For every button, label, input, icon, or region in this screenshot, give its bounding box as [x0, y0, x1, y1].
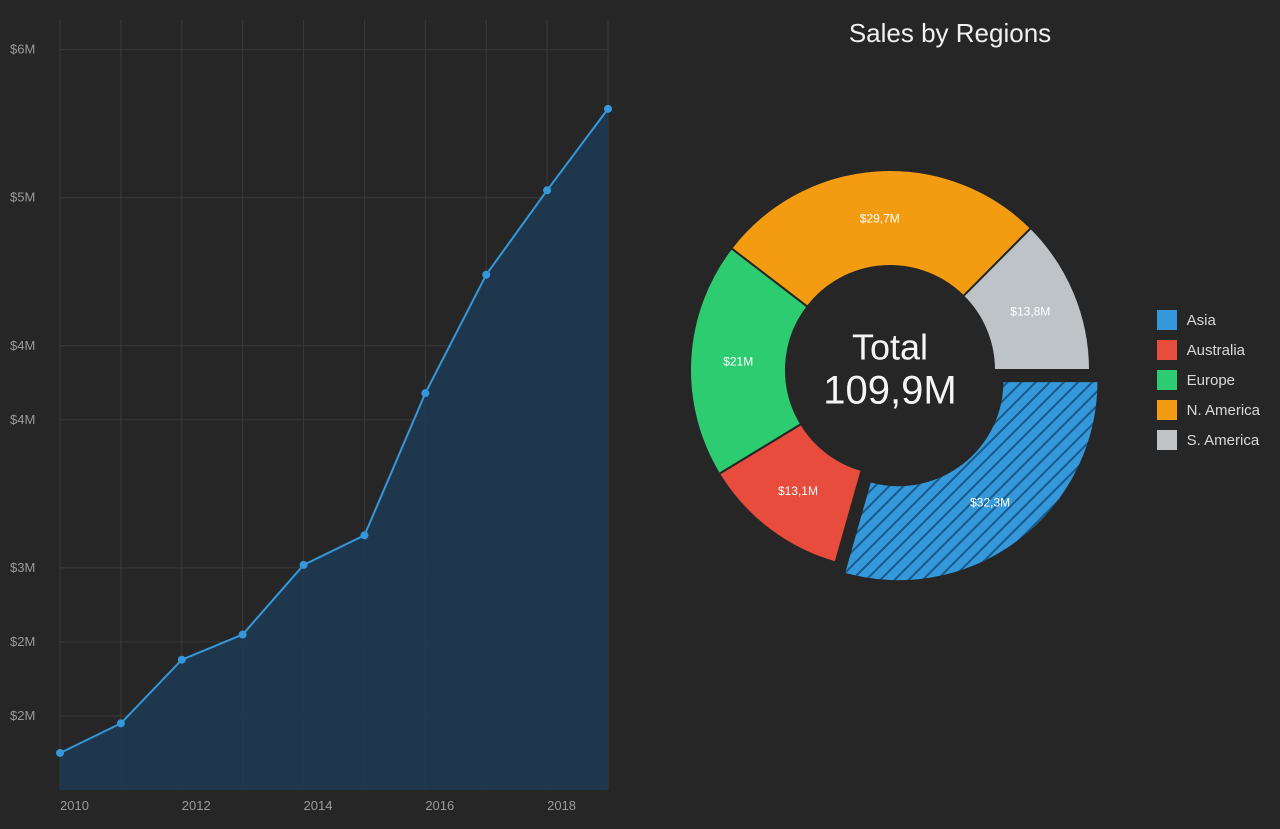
- svg-text:2018: 2018: [547, 798, 576, 813]
- svg-text:$4M: $4M: [10, 412, 35, 427]
- legend-item-europe[interactable]: Europe: [1157, 370, 1260, 390]
- data-point[interactable]: [421, 389, 429, 397]
- data-point[interactable]: [482, 271, 490, 279]
- legend-item-asia[interactable]: Asia: [1157, 310, 1260, 330]
- area-fill: [60, 109, 608, 790]
- donut-center-label: Total: [823, 327, 956, 369]
- slice-label: $29,7M: [860, 211, 900, 225]
- svg-text:$6M: $6M: [10, 42, 35, 57]
- slice-label: $32,3M: [970, 495, 1010, 509]
- data-point[interactable]: [239, 631, 247, 639]
- legend-swatch: [1157, 370, 1177, 390]
- svg-text:2010: 2010: [60, 798, 89, 813]
- data-point[interactable]: [56, 749, 64, 757]
- svg-text:$2M: $2M: [10, 634, 35, 649]
- legend-swatch: [1157, 310, 1177, 330]
- svg-text:2014: 2014: [304, 798, 333, 813]
- legend-swatch: [1157, 400, 1177, 420]
- data-point[interactable]: [360, 531, 368, 539]
- data-point[interactable]: [300, 561, 308, 569]
- legend-label: Europe: [1187, 372, 1235, 389]
- legend-item-n-america[interactable]: N. America: [1157, 400, 1260, 420]
- slice-label: $21M: [723, 355, 753, 369]
- data-point[interactable]: [117, 719, 125, 727]
- svg-text:$3M: $3M: [10, 560, 35, 575]
- svg-text:$5M: $5M: [10, 190, 35, 205]
- data-point[interactable]: [604, 105, 612, 113]
- data-point[interactable]: [543, 186, 551, 194]
- legend-swatch: [1157, 430, 1177, 450]
- donut-center: Total 109,9M: [823, 327, 956, 414]
- legend-item-australia[interactable]: Australia: [1157, 340, 1260, 360]
- svg-text:$2M: $2M: [10, 708, 35, 723]
- slice-label: $13,1M: [778, 484, 818, 498]
- legend-label: S. America: [1187, 432, 1260, 449]
- legend-swatch: [1157, 340, 1177, 360]
- donut-center-value: 109,9M: [823, 369, 956, 414]
- donut-chart-panel: Sales by Regions $32,3M $13,1M $21M $29,7M $…: [620, 0, 1280, 824]
- svg-text:2016: 2016: [425, 798, 454, 813]
- slice-label: $13,8M: [1010, 305, 1050, 319]
- donut-legend: Asia Australia Europe N. America S. America: [1157, 310, 1260, 460]
- area-chart: $2M $2M $3M $4M $4M $5M $6M 2010 2012 2014 2016 201…: [0, 0, 620, 824]
- area-chart-panel: $2M $2M $3M $4M $4M $5M $6M 2010 2012 2014 2016 201…: [0, 0, 620, 824]
- svg-text:2012: 2012: [182, 798, 211, 813]
- legend-label: N. America: [1187, 402, 1260, 419]
- donut-title: Sales by Regions: [620, 18, 1280, 49]
- data-point[interactable]: [178, 656, 186, 664]
- legend-label: Asia: [1187, 312, 1216, 329]
- svg-text:$4M: $4M: [10, 338, 35, 353]
- legend-label: Australia: [1187, 342, 1245, 359]
- legend-item-s-america[interactable]: S. America: [1157, 430, 1260, 450]
